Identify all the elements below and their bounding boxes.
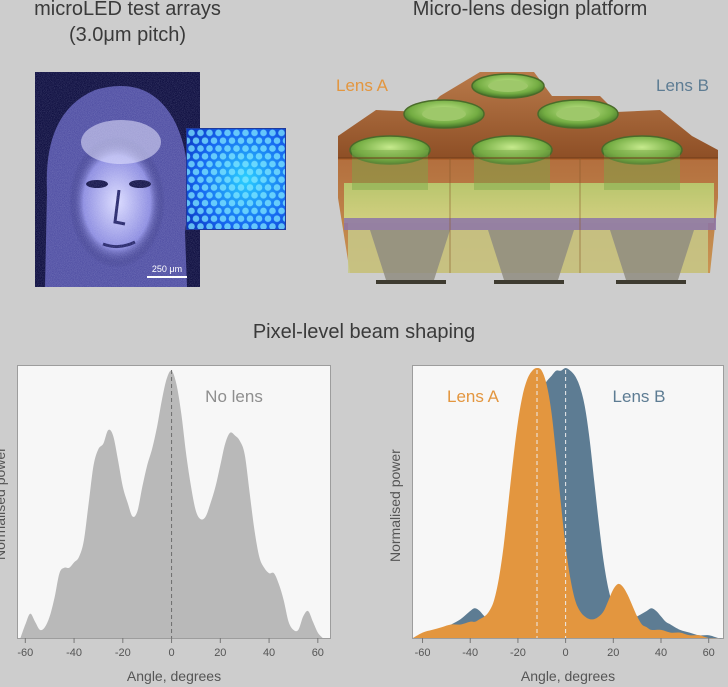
x-tick-label: 60 (312, 647, 324, 659)
lens-compare-chart: -60 -40 -20 0 20 40 60 Lens A Lens B (413, 368, 723, 659)
legend-lens-b: Lens B (613, 387, 666, 406)
portrait-drawing: 250 μm (35, 72, 200, 287)
lens-b-area (413, 368, 723, 639)
x-tick-label: 40 (655, 647, 667, 659)
lens-compare-x-axis-label: Angle, degrees (520, 668, 616, 684)
no-lens-y-axis-label: Normalised power (0, 447, 8, 560)
microled-array-inset (186, 128, 286, 230)
beam-shaping-title: Pixel-level beam shaping (252, 321, 476, 343)
x-tick-label: 0 (169, 647, 175, 659)
x-tick-label: -20 (115, 647, 131, 659)
x-tick-label: 20 (607, 647, 619, 659)
lens-b-label: Lens B (656, 76, 709, 95)
x-tick-label: 0 (563, 647, 569, 659)
x-tick-label: 60 (703, 647, 715, 659)
no-lens-chart: -60 -40 -20 0 20 40 60 No lens (17, 370, 324, 659)
x-tick-label: -20 (510, 647, 526, 659)
x-tick-label: 20 (214, 647, 226, 659)
scale-bar-label: 250 μm (152, 264, 182, 274)
x-tick-label: -40 (462, 647, 478, 659)
lens-compare-y-axis-label: Normalised power (387, 449, 403, 562)
no-lens-annotation: No lens (205, 387, 263, 406)
micro-lens-platform-render: Lens A Lens B (330, 58, 728, 290)
x-tick-label: -40 (66, 647, 82, 659)
x-tick-label: 40 (263, 647, 275, 659)
x-tick-label: -60 (17, 647, 33, 659)
no-lens-x-axis-label: Angle, degrees (126, 668, 222, 684)
legend-lens-a: Lens A (447, 387, 500, 406)
lens-a-label: Lens A (336, 76, 388, 95)
x-tick-label: -60 (415, 647, 431, 659)
lens-a-area (413, 368, 723, 639)
hex-dot-array (187, 129, 285, 229)
arrays-title-line1: microLED test arrays (34, 0, 221, 20)
arrays-title-line2: (3.0μm pitch) (68, 24, 187, 46)
microled-portrait-image: 250 μm (35, 72, 200, 287)
platform-title: Micro-lens design platform (412, 0, 648, 20)
lens-platform-drawing (338, 72, 718, 284)
